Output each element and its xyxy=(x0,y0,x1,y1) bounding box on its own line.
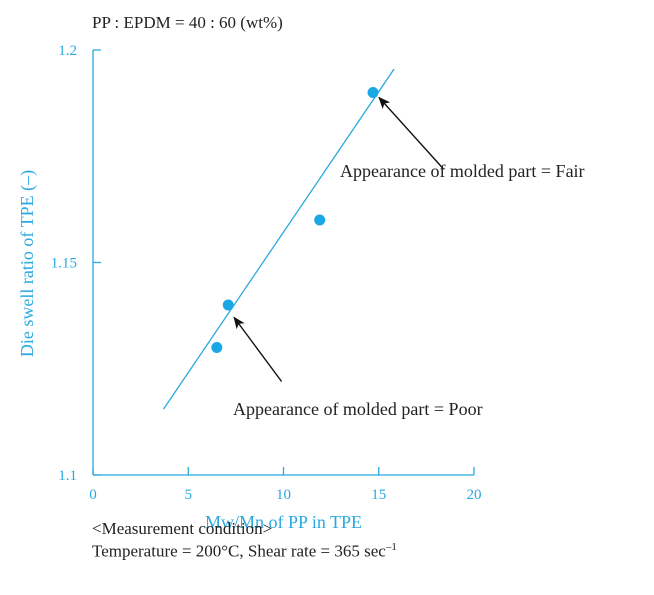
y-tick-label: 1.1 xyxy=(58,468,77,484)
annotations: Appearance of molded part = Fair Appearan… xyxy=(233,96,585,419)
data-point xyxy=(367,87,379,98)
measurement-condition-text: Temperature = 200°C, Shear rate = 365 se… xyxy=(92,541,397,562)
shear-rate-exponent: –1 xyxy=(385,541,397,553)
x-tick-label: 20 xyxy=(467,487,482,503)
annotation-label: Appearance of molded part = Fair xyxy=(340,161,585,181)
chart-title: PP : EPDM = 40 : 60 (wt%) xyxy=(92,13,283,32)
x-tick-label: 0 xyxy=(89,487,97,503)
x-axis-label: Mw/Mn of PP in TPE xyxy=(205,512,362,532)
trendline-group xyxy=(162,68,395,410)
data-point xyxy=(211,342,223,353)
annotation-arrow xyxy=(378,96,445,170)
axes: 0 5 10 15 20 1.1 1.15 1.2 xyxy=(51,43,482,503)
y-tick-label: 1.2 xyxy=(58,43,77,59)
x-tick-label: 15 xyxy=(371,487,386,503)
y-tick-label: 1.15 xyxy=(51,256,77,272)
data-points xyxy=(211,87,379,353)
x-tick-label: 5 xyxy=(185,487,193,503)
measurement-condition-title: <Measurement condition> xyxy=(92,519,273,538)
y-axis-label: Die swell ratio of TPE (–) xyxy=(17,170,38,357)
measurement-condition-main: Temperature = 200°C, Shear rate = 365 se… xyxy=(92,541,386,561)
data-point xyxy=(222,299,234,311)
annotation-label: Appearance of molded part = Poor xyxy=(233,399,483,419)
data-point xyxy=(314,214,326,226)
annotation-arrow xyxy=(233,316,283,382)
trendline xyxy=(162,68,395,410)
x-tick-label: 10 xyxy=(276,487,291,503)
